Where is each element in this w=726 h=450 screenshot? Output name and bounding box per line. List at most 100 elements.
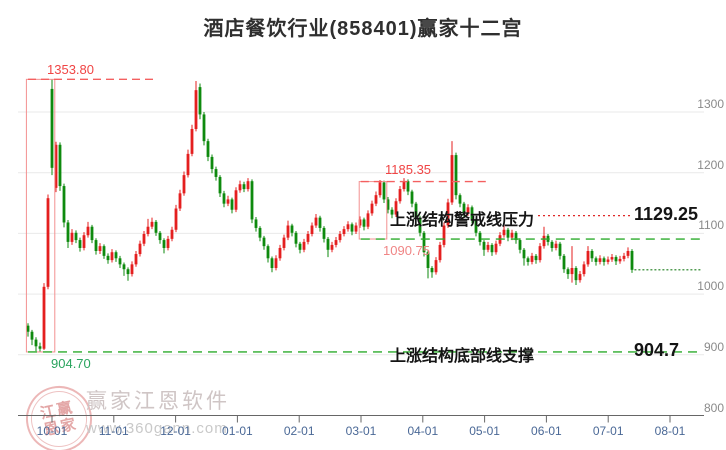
candle-body	[190, 128, 194, 154]
candle-body	[74, 232, 78, 241]
candle-body	[82, 235, 86, 248]
candle-body	[454, 155, 458, 196]
candle-body	[38, 346, 42, 349]
candle-body	[482, 241, 486, 250]
candle-body	[598, 258, 602, 262]
candle-body	[326, 238, 330, 250]
y-axis-label: 900	[703, 339, 724, 354]
candle-body	[142, 234, 146, 244]
candle-body	[582, 264, 586, 275]
y-axis-label: 1300	[697, 97, 724, 111]
pressure-line-value: 1129.25	[634, 204, 699, 224]
candle-body	[118, 258, 122, 265]
candle-body	[426, 252, 430, 268]
candle-body	[182, 175, 186, 194]
candle-body	[46, 198, 50, 287]
candle-body	[42, 286, 46, 349]
candle-body	[578, 274, 582, 281]
candle-body	[90, 226, 94, 241]
y-axis-label: 800	[703, 400, 724, 415]
mid-high-label: 1185.35	[385, 162, 432, 177]
candle-body	[242, 184, 246, 190]
candle-body	[230, 199, 234, 210]
candle-body	[382, 182, 386, 200]
candle-body	[358, 219, 362, 226]
candle-body	[574, 267, 578, 281]
candle-body	[98, 246, 102, 252]
candle-body	[534, 255, 538, 261]
candle-body	[342, 229, 346, 235]
candle-body	[298, 243, 302, 250]
candle-body	[258, 227, 262, 238]
candle-body	[254, 219, 258, 228]
candle-body	[502, 229, 506, 236]
candle-body	[510, 232, 514, 238]
candle-body	[270, 258, 274, 268]
candle-body	[330, 244, 334, 250]
candle-body	[418, 217, 422, 233]
candle-body	[206, 141, 210, 157]
candle-body	[514, 232, 518, 241]
candle-body	[26, 325, 30, 332]
watermark-brand: 赢家江恩软件	[86, 390, 230, 413]
candle-body	[198, 87, 202, 115]
candle-body	[346, 224, 350, 230]
x-axis-label: 07-01	[592, 424, 624, 438]
candle-body	[34, 339, 38, 347]
candle-body	[430, 267, 434, 273]
x-axis-label: 04-01	[407, 424, 439, 438]
x-axis-label: 08-01	[654, 424, 686, 438]
candle-body	[618, 258, 622, 262]
candle-body	[386, 199, 390, 210]
candle-body	[170, 229, 174, 239]
x-axis-label: 10-01	[36, 424, 68, 438]
candle-body	[590, 251, 594, 259]
candle-body	[102, 246, 106, 256]
x-axis-label: 12-01	[160, 424, 191, 438]
pressure-line-text: 上涨结构警戒线压力	[390, 212, 535, 229]
candle-body	[398, 189, 402, 202]
candle-body	[282, 237, 286, 248]
candle-body	[50, 88, 54, 168]
x-axis-label: 02-01	[283, 424, 315, 438]
candle-body	[446, 202, 450, 226]
candle-body	[370, 203, 374, 214]
candle-body	[126, 269, 130, 275]
candle-body	[166, 238, 170, 248]
candle-body	[302, 241, 306, 250]
candle-body	[318, 217, 322, 228]
candle-body	[594, 258, 598, 262]
candle-body	[458, 195, 462, 204]
candle-body	[150, 221, 154, 227]
chart-title: 酒店餐饮行业(858401)赢家十二宫	[203, 18, 523, 40]
candle-body	[350, 224, 354, 232]
candle-body	[250, 181, 254, 220]
gann-box	[25, 78, 56, 353]
candle-body	[262, 237, 266, 247]
candle-body	[314, 217, 318, 226]
candle-body	[54, 144, 58, 188]
watermark-url: www.360gann.com	[86, 420, 228, 437]
candle-body	[630, 251, 634, 270]
candle-body	[246, 181, 250, 190]
peak-high-label: 1353.80	[47, 62, 94, 77]
candle-body	[134, 254, 138, 265]
candle-body	[222, 193, 226, 204]
candle-body	[338, 234, 342, 241]
candle-body	[218, 176, 222, 194]
candle-body	[62, 186, 66, 223]
candle-body	[286, 225, 290, 238]
y-axis-label: 1200	[697, 157, 724, 172]
candle-body	[66, 222, 70, 242]
candle-body	[310, 225, 314, 235]
candle-body	[274, 258, 278, 268]
candle-body	[278, 247, 282, 259]
candle-body	[94, 240, 98, 252]
candle-body	[362, 219, 366, 227]
candle-body	[58, 144, 62, 187]
candle-body	[474, 219, 478, 233]
x-axis-label: 06-01	[531, 424, 562, 438]
candle-body	[422, 232, 426, 253]
candle-body	[518, 240, 522, 250]
